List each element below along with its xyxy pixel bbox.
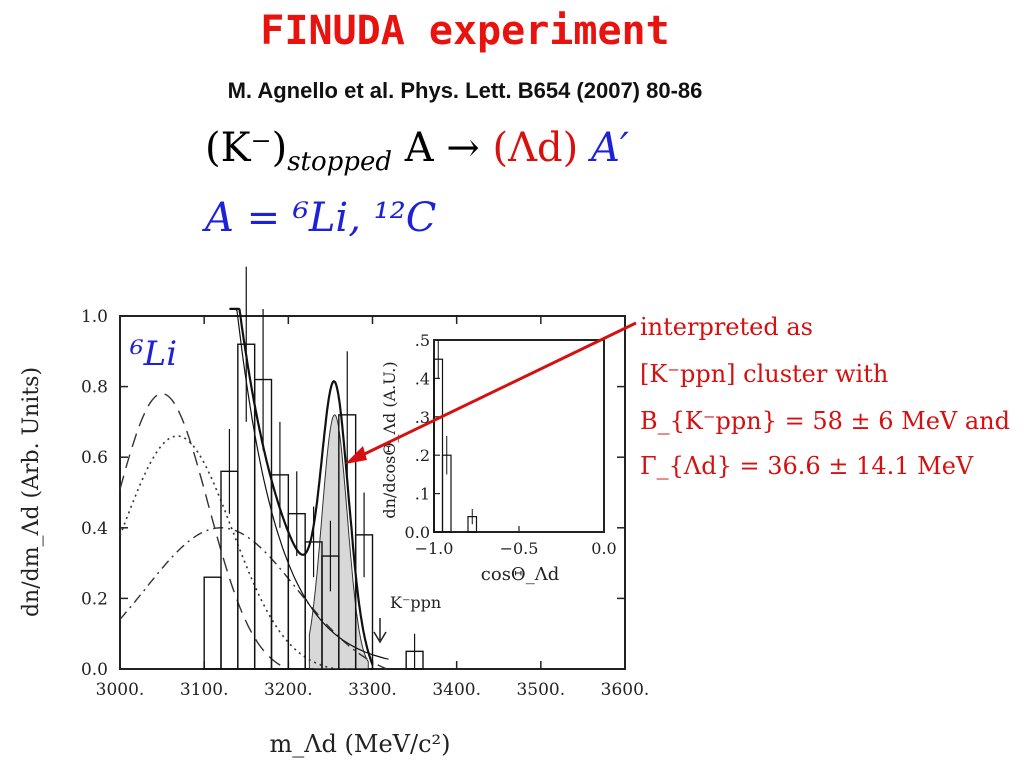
y-tick-label: 0.4: [81, 519, 108, 539]
x-tick-label: 3400.: [432, 680, 481, 700]
inset-y-tick-label: .3: [415, 408, 430, 427]
inset-x-tick-label: 0.0: [591, 539, 616, 558]
x-tick-label: 3600.: [601, 680, 650, 700]
panel-label: ⁶Li: [129, 334, 177, 374]
histogram-bin: [203, 576, 222, 670]
y-tick-label: 0.2: [81, 589, 108, 609]
reaction-lhs: (K⁻): [205, 125, 288, 171]
y-tick-label: 0.6: [81, 448, 108, 468]
reaction-products-red: (Λd): [492, 125, 579, 171]
annotation-line-3: B_{K⁻ppn} = 58 ± 6 MeV and: [640, 407, 1010, 435]
inset-y-axis-label: dn/dcosΘ_Λd (A.U.): [380, 361, 399, 518]
reaction-products-blue: A′: [590, 125, 629, 171]
inset-y-tick-label: 0.0: [405, 523, 430, 542]
inset-y-tick-label: .5: [415, 331, 430, 350]
x-tick-label: 3500.: [516, 680, 565, 700]
background-curve: [233, 308, 389, 660]
y-tick-label: 0.0: [81, 660, 108, 680]
reaction-subscript: stopped: [287, 147, 392, 177]
inset-y-tick-label: .2: [415, 446, 430, 465]
fit-curve: [229, 307, 374, 666]
inset-x-axis-label: cosΘ_Λd: [481, 564, 559, 585]
y-tick-label: 0.8: [81, 378, 108, 398]
annotation-line-2: [K⁻ppn] cluster with: [640, 360, 889, 388]
inset-plot-frame: [433, 339, 605, 533]
inset-x-tick-label: −1.0: [415, 539, 454, 558]
inset-histogram: [433, 340, 478, 533]
page-title: FINUDA experiment: [260, 8, 670, 54]
annotation-line-1: interpreted as: [640, 313, 813, 341]
main-y-axis-label: dn/dm_Λd (Arb. Units): [19, 367, 44, 617]
kppn-arrow: [373, 618, 387, 644]
main-histogram: [203, 266, 424, 670]
main-axis-ticks: 3000. 3100. 3200. 3300. 3400. 3500. 3600. 0.0 0.…: [81, 307, 649, 700]
annotation-arrowhead: [345, 446, 367, 464]
reaction-equation: (K⁻)stopped A → (Λd) A′: [205, 125, 629, 177]
inset-y-tick-label: .4: [415, 369, 430, 388]
x-tick-label: 3200.: [264, 680, 313, 700]
kppn-label: K⁻ppn: [390, 593, 441, 612]
annotation-line-4: Γ_{Λd} = 36.6 ± 14.1 MeV: [640, 452, 974, 480]
main-x-axis-label: m_Λd (MeV/c²): [269, 730, 450, 758]
x-tick-label: 3100.: [180, 680, 229, 700]
x-tick-label: 3300.: [348, 680, 397, 700]
inset-axis-ticks: −1.0 −0.5 0.0 0.0 .1 .2 .3 .4 .5: [405, 331, 617, 558]
x-tick-label: 3000.: [96, 680, 145, 700]
dashed-curve: [119, 392, 314, 670]
targets-line: A = ⁶Li, ¹²C: [205, 195, 437, 241]
reaction-target: A →: [404, 125, 480, 171]
inset-x-tick-label: −0.5: [500, 539, 539, 558]
reference-citation: M. Agnello et al. Phys. Lett. B654 (2007…: [227, 78, 703, 103]
inset-y-tick-label: .1: [415, 485, 430, 504]
y-tick-label: 1.0: [81, 307, 108, 327]
annotation-arrow: [351, 321, 637, 462]
